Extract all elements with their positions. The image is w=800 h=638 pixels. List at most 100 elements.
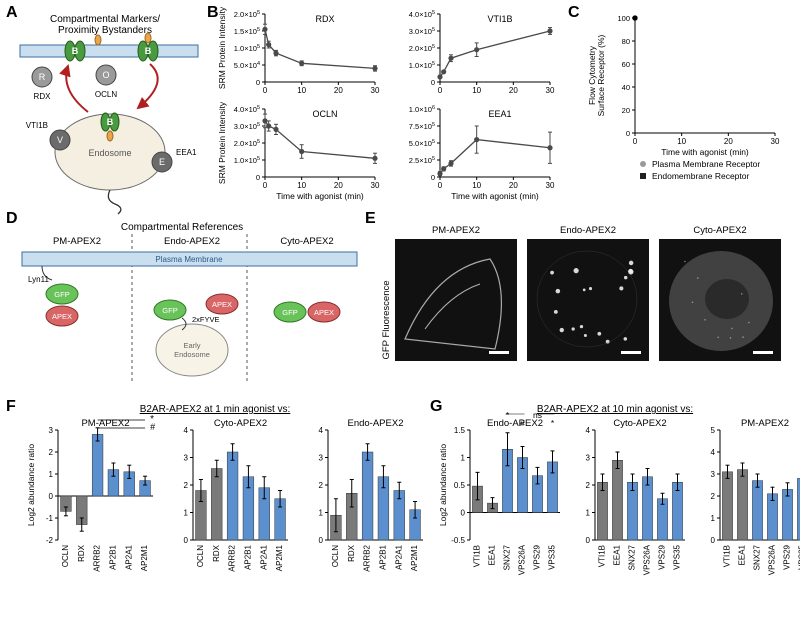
svg-text:GFP: GFP (162, 306, 177, 315)
svg-text:B2AR-APEX2 at 1 min agonist vs: B2AR-APEX2 at 1 min agonist vs: (140, 404, 291, 415)
svg-text:20: 20 (724, 137, 733, 146)
svg-text:10: 10 (472, 181, 481, 190)
svg-text:20: 20 (509, 181, 518, 190)
svg-text:AP2A1: AP2A1 (259, 544, 268, 569)
svg-text:SNX27: SNX27 (753, 544, 762, 570)
svg-text:5.0×104: 5.0×104 (234, 61, 260, 70)
svg-text:Endo-APEX2: Endo-APEX2 (348, 418, 404, 429)
svg-text:30: 30 (371, 86, 380, 95)
svg-text:AP2M1: AP2M1 (275, 544, 284, 571)
svg-text:2: 2 (586, 481, 591, 490)
svg-text:OCLN: OCLN (61, 545, 70, 567)
svg-text:ns: ns (533, 410, 542, 420)
svg-text:1.0×105: 1.0×105 (234, 44, 260, 53)
svg-text:APEX: APEX (212, 300, 232, 309)
svg-text:Endo-APEX2: Endo-APEX2 (560, 225, 616, 236)
svg-text:1.0×105: 1.0×105 (409, 61, 435, 70)
svg-text:PM-APEX2: PM-APEX2 (741, 418, 789, 429)
svg-text:RDX: RDX (34, 92, 52, 101)
svg-text:OCLN: OCLN (312, 109, 337, 119)
svg-text:4.0×105: 4.0×105 (234, 105, 260, 114)
svg-text:AP2M1: AP2M1 (410, 544, 419, 571)
svg-text:0: 0 (49, 492, 54, 501)
svg-text:AP2B1: AP2B1 (108, 544, 117, 569)
svg-text:B: B (72, 46, 79, 56)
svg-text:VTI1B: VTI1B (487, 14, 512, 24)
svg-text:Compartmental References: Compartmental References (121, 222, 243, 233)
svg-text:-2: -2 (46, 536, 54, 545)
svg-text:4: 4 (711, 448, 716, 457)
svg-text:0: 0 (256, 78, 260, 87)
svg-text:ARRB2: ARRB2 (363, 544, 372, 571)
svg-text:-0.5: -0.5 (451, 536, 465, 545)
svg-text:AP2A1: AP2A1 (394, 544, 403, 569)
svg-text:0: 0 (438, 181, 443, 190)
svg-text:AP2M1: AP2M1 (140, 544, 149, 571)
svg-text:APEX: APEX (52, 312, 72, 321)
svg-text:#: # (520, 418, 525, 428)
svg-text:EEA1: EEA1 (176, 148, 197, 157)
svg-text:2.0×105: 2.0×105 (234, 10, 260, 19)
svg-text:VPS26A: VPS26A (518, 544, 527, 575)
svg-text:0: 0 (711, 536, 716, 545)
svg-text:Endosome: Endosome (174, 350, 210, 359)
svg-text:0: 0 (431, 173, 435, 182)
svg-text:0.5: 0.5 (454, 481, 466, 490)
svg-text:30: 30 (546, 86, 555, 95)
svg-text:4: 4 (319, 426, 324, 435)
svg-text:Lyn11: Lyn11 (28, 275, 49, 284)
svg-text:1: 1 (586, 509, 591, 518)
svg-text:VTI1B: VTI1B (598, 545, 607, 567)
svg-text:Log2 abundance ratio: Log2 abundance ratio (26, 444, 36, 527)
svg-text:E: E (159, 157, 165, 167)
svg-text:0: 0 (263, 181, 268, 190)
svg-text:OCLN: OCLN (95, 90, 117, 99)
svg-text:2.5×105: 2.5×105 (409, 156, 435, 165)
svg-text:10: 10 (472, 86, 481, 95)
svg-text:0: 0 (633, 137, 638, 146)
svg-text:AP2B1: AP2B1 (378, 544, 387, 569)
svg-text:SNX27: SNX27 (503, 544, 512, 570)
svg-text:2.0×105: 2.0×105 (234, 139, 260, 148)
svg-text:20: 20 (622, 106, 630, 115)
svg-text:1.0×105: 1.0×105 (234, 156, 260, 165)
svg-text:3: 3 (711, 470, 716, 479)
svg-text:VPS35: VPS35 (548, 544, 557, 569)
svg-text:1: 1 (319, 509, 324, 518)
svg-text:SRM Protein Intensity: SRM Protein Intensity (217, 101, 227, 184)
svg-text:10: 10 (297, 181, 306, 190)
svg-text:PM-APEX2: PM-APEX2 (53, 236, 101, 247)
svg-text:3: 3 (319, 454, 324, 463)
svg-text:3: 3 (184, 454, 189, 463)
svg-text:AP2A1: AP2A1 (124, 544, 133, 569)
svg-text:100: 100 (617, 14, 630, 23)
svg-text:20: 20 (509, 86, 518, 95)
svg-text:2: 2 (319, 481, 324, 490)
svg-text:Cyto-APEX2: Cyto-APEX2 (280, 236, 333, 247)
svg-text:APEX: APEX (314, 308, 334, 317)
svg-text:60: 60 (622, 60, 630, 69)
svg-text:Cyto-APEX2: Cyto-APEX2 (214, 418, 267, 429)
svg-text:RDX: RDX (212, 544, 221, 562)
svg-text:V: V (57, 135, 63, 145)
svg-text:1: 1 (711, 514, 716, 523)
svg-text:4.0×105: 4.0×105 (409, 10, 435, 19)
svg-text:1: 1 (49, 470, 54, 479)
svg-text:-1: -1 (46, 514, 54, 523)
svg-text:#: # (150, 422, 155, 432)
svg-text:80: 80 (622, 37, 630, 46)
svg-text:10: 10 (677, 137, 686, 146)
svg-text:Log2 abundance ratio: Log2 abundance ratio (438, 444, 448, 527)
svg-text:3.0×105: 3.0×105 (409, 27, 435, 36)
svg-text:OCLN: OCLN (196, 545, 205, 567)
svg-text:VTI1B: VTI1B (26, 121, 48, 130)
svg-text:PM-APEX2: PM-APEX2 (81, 418, 129, 429)
svg-text:20: 20 (334, 86, 343, 95)
svg-text:0: 0 (263, 86, 268, 95)
svg-text:GFP Fluorescence: GFP Fluorescence (381, 280, 392, 359)
svg-text:O: O (102, 70, 109, 80)
svg-text:3: 3 (49, 426, 54, 435)
svg-text:Time with agonist (min): Time with agonist (min) (661, 147, 749, 157)
svg-text:ARRB2: ARRB2 (228, 544, 237, 571)
svg-text:GFP: GFP (282, 308, 297, 317)
